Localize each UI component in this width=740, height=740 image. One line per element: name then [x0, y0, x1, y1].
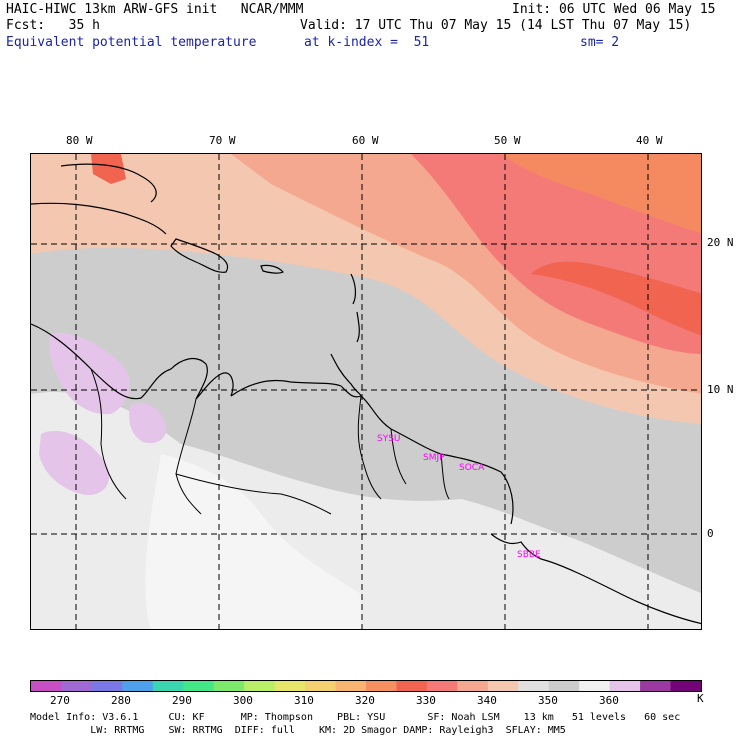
colorbar-swatch	[426, 681, 458, 691]
colorbar-tick-270: 270	[50, 694, 70, 707]
map-plot[interactable]: SYSU SMJP SOCA SBBE	[30, 153, 702, 630]
colorbar-tick-310: 310	[294, 694, 314, 707]
lon-label-60w: 60 W	[352, 134, 379, 147]
smoothing-label: sm= 2	[580, 35, 620, 50]
model-title: HAIC-HIWC 13km ARW-GFS init NCAR/MMM	[6, 2, 304, 17]
lon-label-70w: 70 W	[209, 134, 236, 147]
colorbar-swatch	[61, 681, 93, 691]
colorbar-tick-280: 280	[111, 694, 131, 707]
lat-label-10n: 10 N	[707, 383, 734, 396]
colorbar-swatch	[335, 681, 367, 691]
lat-label-0: 0	[707, 527, 714, 540]
field-name: Equivalent potential temperature	[6, 35, 257, 50]
field-lilac-3	[129, 402, 167, 444]
colorbar-swatch	[244, 681, 276, 691]
model-info-line2: LW: RRTMG SW: RRTMG DIFF: full KM: 2D Sm…	[30, 725, 566, 736]
colorbar-swatch	[640, 681, 672, 691]
field-core-330-east	[531, 261, 701, 336]
colorbar-swatch	[31, 681, 62, 691]
colorbar-swatch	[366, 681, 397, 691]
colorbar-swatch	[152, 681, 184, 691]
colorbar-tick-330: 330	[416, 694, 436, 707]
colorbar-swatch	[274, 681, 306, 691]
colorbar-unit: K	[697, 692, 704, 705]
init-time: Init: 06 UTC Wed 06 May 15	[512, 2, 716, 17]
model-info-line1: Model Info: V3.6.1 CU: KF MP: Thompson P…	[30, 712, 681, 723]
lon-label-50w: 50 W	[494, 134, 521, 147]
station-label-sbbe: SBBE	[517, 550, 541, 560]
level-label: at k-index = 51	[304, 35, 430, 50]
lon-label-40w: 40 W	[636, 134, 663, 147]
colorbar-swatches	[31, 681, 701, 691]
colorbar-tick-320: 320	[355, 694, 375, 707]
station-label-soca: SOCA	[459, 463, 485, 473]
colorbar-swatch	[305, 681, 337, 691]
field-core-florida	[91, 154, 126, 184]
field-lilac-1	[49, 333, 130, 415]
field-andes-light	[145, 454, 361, 629]
colorbar-swatch	[213, 681, 245, 691]
colorbar-swatch	[122, 681, 154, 691]
colorbar-swatch	[487, 681, 519, 691]
country-borders	[90, 368, 450, 515]
colorbar-swatch	[579, 681, 611, 691]
graticule	[31, 154, 701, 629]
lat-label-20n: 20 N	[707, 236, 734, 249]
station-label-sysu: SYSU	[377, 434, 401, 444]
valid-time: Valid: 17 UTC Thu 07 May 15 (14 LST Thu …	[300, 18, 692, 33]
field-band-325	[501, 154, 701, 234]
colorbar-tick-340: 340	[477, 694, 497, 707]
field-lilac-2	[39, 430, 110, 495]
colorbar-tick-300: 300	[233, 694, 253, 707]
station-label-smjp: SMJP	[423, 453, 445, 463]
colorbar-tick-290: 290	[172, 694, 192, 707]
colorbar-swatch	[457, 681, 489, 691]
colorbar-swatch	[91, 681, 123, 691]
forecast-hour: Fcst: 35 h	[6, 18, 100, 33]
lon-label-80w: 80 W	[66, 134, 93, 147]
colorbar-swatch	[609, 681, 641, 691]
colorbar-tick-360: 360	[599, 694, 619, 707]
colorbar	[30, 680, 702, 692]
colorbar-swatch	[183, 681, 215, 691]
colorbar-swatch	[518, 681, 550, 691]
colorbar-swatch	[670, 681, 701, 691]
colorbar-swatch	[548, 681, 580, 691]
colorbar-tick-350: 350	[538, 694, 558, 707]
colorbar-swatch	[396, 681, 428, 691]
map-canvas: SYSU SMJP SOCA SBBE	[31, 154, 701, 629]
